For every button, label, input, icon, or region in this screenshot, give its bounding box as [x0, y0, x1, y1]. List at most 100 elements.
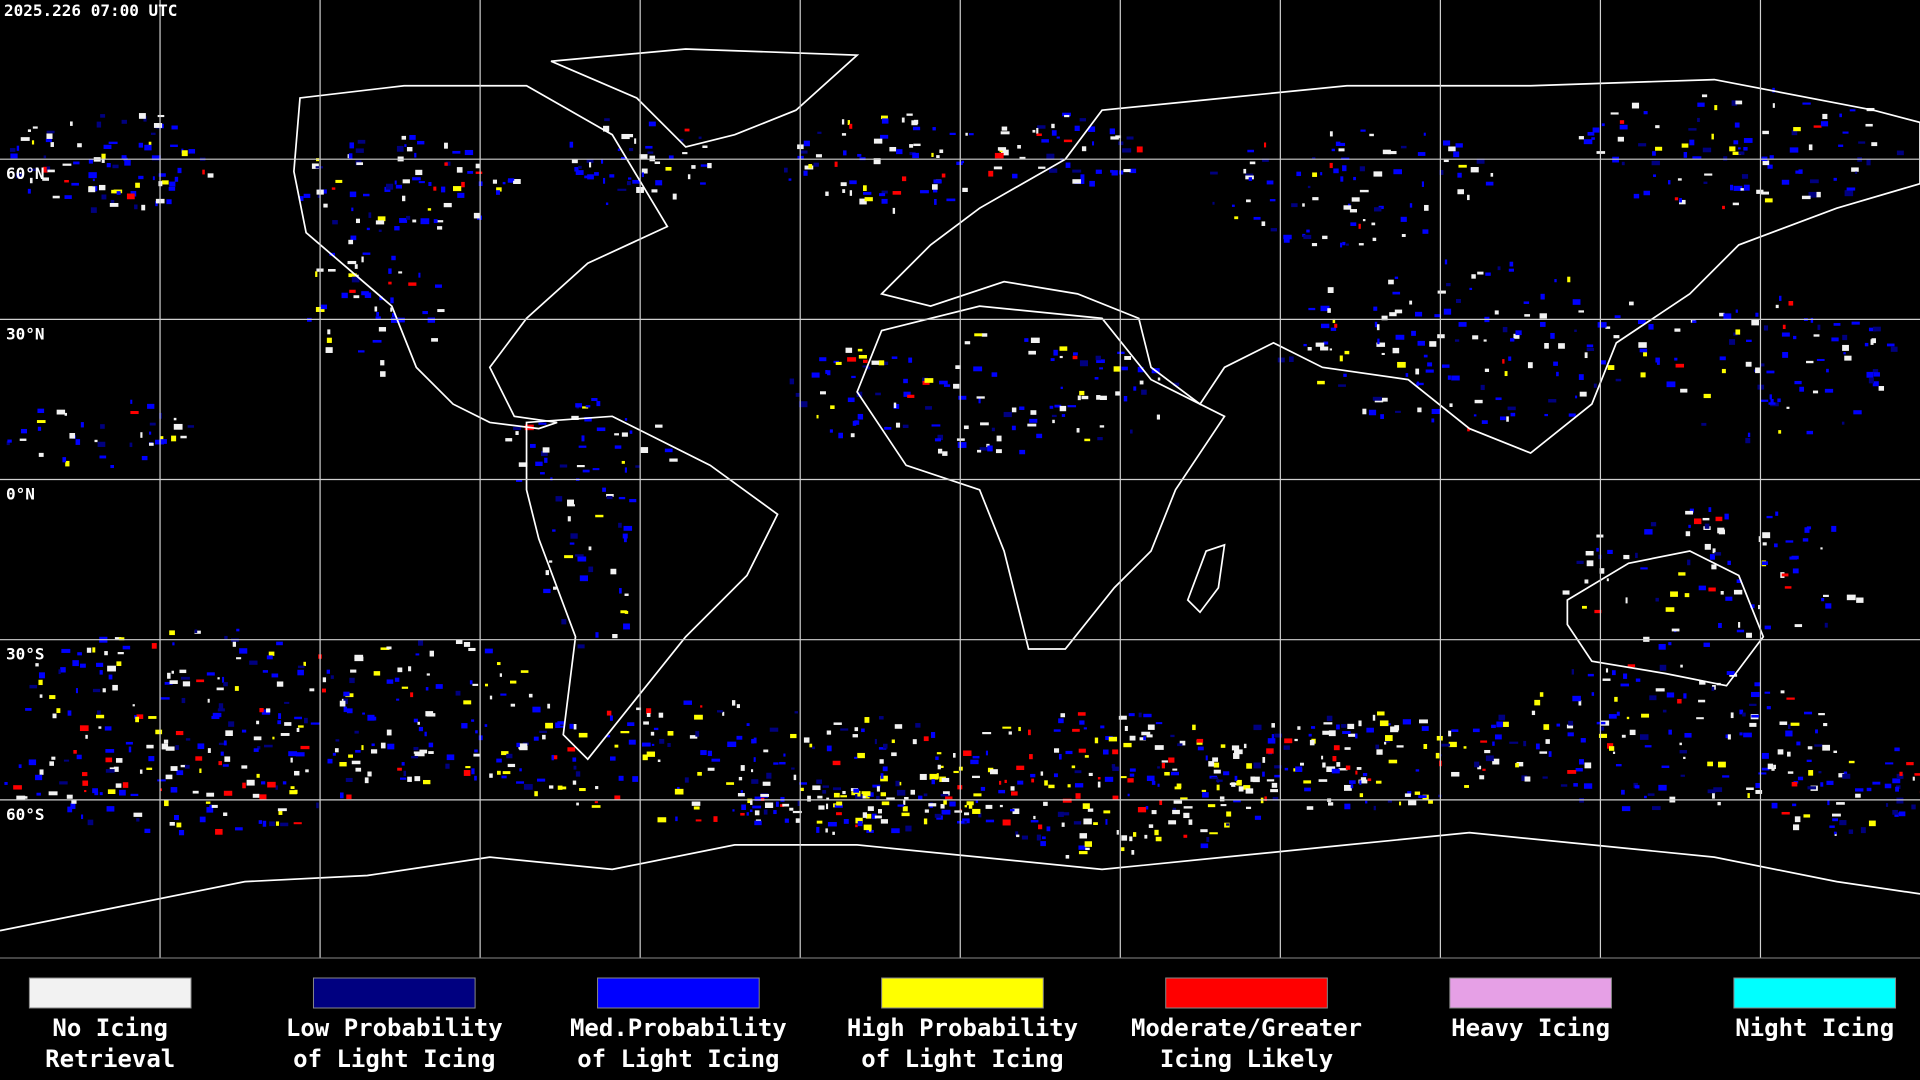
icing-speckle [577, 556, 587, 562]
icing-speckle [533, 736, 539, 741]
icing-speckle [964, 812, 970, 816]
icing-speckle [1473, 414, 1477, 417]
icing-speckle [861, 728, 865, 733]
icing-speckle [1394, 309, 1403, 314]
icing-speckle [800, 150, 808, 154]
icing-speckle [228, 721, 235, 727]
icing-speckle [1051, 130, 1057, 136]
icing-speckle [165, 774, 173, 780]
icing-speckle [880, 775, 888, 782]
icing-speckle [1708, 507, 1712, 512]
icing-speckle [471, 768, 475, 775]
icing-speckle [1343, 205, 1352, 210]
icing-speckle [1755, 367, 1761, 374]
icing-speckle [1157, 766, 1160, 769]
icing-speckle [1480, 740, 1488, 743]
icing-speckle [732, 809, 735, 812]
icing-speckle [1311, 243, 1318, 247]
icing-speckle [1485, 272, 1491, 276]
icing-speckle [1833, 750, 1838, 754]
icing-speckle [434, 284, 442, 288]
icing-speckle [1071, 765, 1076, 769]
icing-speckle [1871, 338, 1876, 344]
icing-speckle [809, 743, 813, 748]
icing-speckle [284, 701, 290, 704]
icing-speckle [1392, 347, 1400, 354]
icing-speckle [1246, 763, 1252, 769]
icing-speckle [1851, 321, 1860, 325]
icing-speckle [1649, 695, 1657, 701]
legend-label: Icing Likely [1160, 1045, 1333, 1073]
icing-speckle [1833, 177, 1837, 181]
icing-speckle [905, 825, 912, 832]
icing-speckle [1041, 139, 1049, 143]
icing-speckle [1715, 516, 1723, 522]
icing-speckle [1848, 760, 1855, 764]
icing-speckle [1884, 783, 1892, 789]
icing-speckle [138, 113, 146, 119]
icing-speckle [1793, 335, 1797, 340]
icing-speckle [507, 178, 515, 181]
icing-speckle [1262, 771, 1265, 777]
icing-speckle [862, 365, 870, 368]
icing-speckle [833, 722, 842, 725]
icing-speckle [1201, 789, 1207, 792]
icing-speckle [623, 536, 627, 543]
icing-speckle [96, 714, 105, 719]
icing-speckle [750, 799, 753, 805]
icing-speckle [843, 150, 847, 156]
icing-speckle [90, 207, 97, 213]
icing-speckle [1793, 127, 1801, 132]
icing-speckle [1617, 136, 1624, 142]
icing-speckle [461, 723, 468, 729]
icing-speckle [390, 297, 394, 304]
icing-speckle [1749, 604, 1755, 609]
icing-speckle [266, 655, 273, 660]
icing-speckle [588, 546, 592, 551]
icing-speckle [606, 495, 613, 500]
icing-speckle [1515, 330, 1522, 336]
icing-speckle [199, 768, 202, 774]
icing-speckle [326, 669, 330, 674]
icing-speckle [139, 769, 143, 774]
icing-speckle [1336, 762, 1341, 767]
icing-speckle [854, 756, 858, 759]
icing-speckle [913, 143, 921, 147]
icing-speckle [878, 360, 885, 366]
icing-speckle [475, 163, 480, 169]
icing-speckle [180, 676, 190, 680]
icing-speckle [1788, 301, 1794, 306]
icing-speckle [1441, 364, 1450, 368]
icing-speckle [73, 749, 77, 754]
icing-speckle [1016, 765, 1025, 771]
icing-speckle [931, 779, 935, 785]
icing-speckle [1338, 148, 1345, 152]
icing-speckle [1387, 799, 1392, 803]
icing-speckle [1051, 123, 1055, 129]
icing-speckle [1332, 318, 1336, 324]
icing-speckle [1600, 360, 1606, 365]
legend-label: of Light Icing [293, 1045, 495, 1073]
icing-speckle [793, 774, 797, 781]
icing-speckle [1680, 664, 1683, 668]
icing-speckle [124, 159, 131, 166]
icing-speckle [118, 637, 125, 641]
icing-speckle [1593, 383, 1597, 388]
icing-speckle [1304, 787, 1311, 792]
icing-speckle [1855, 793, 1861, 798]
icing-speckle [1476, 158, 1485, 164]
icing-speckle [290, 757, 293, 763]
icing-speckle [1049, 168, 1058, 173]
icing-speckle [75, 688, 78, 694]
icing-speckle [80, 422, 84, 428]
icing-speckle [1712, 793, 1715, 799]
icing-speckle [849, 190, 853, 196]
icing-speckle [170, 144, 178, 147]
icing-speckle [1823, 723, 1828, 727]
icing-speckle [556, 725, 564, 728]
icing-speckle [1405, 373, 1409, 377]
icing-speckle [1079, 833, 1088, 839]
icing-speckle [1303, 234, 1312, 240]
icing-speckle [1389, 312, 1397, 317]
icing-speckle [1421, 726, 1429, 731]
